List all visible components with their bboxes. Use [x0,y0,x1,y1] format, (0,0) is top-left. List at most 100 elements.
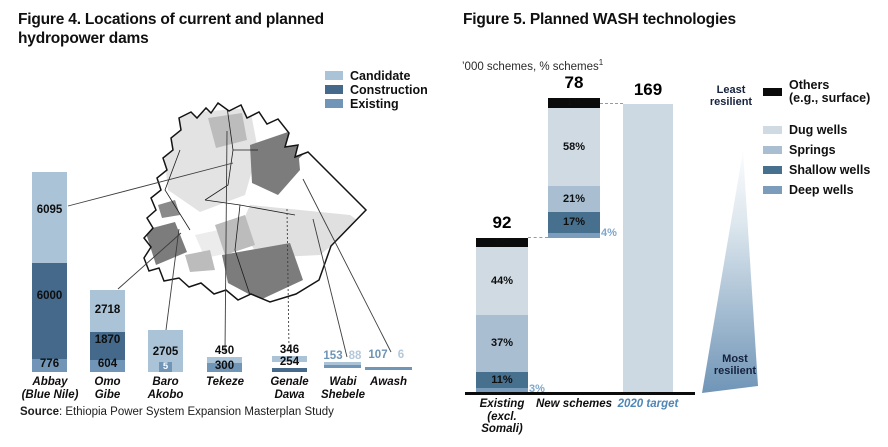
wabi-candidate-value: 88 [348,350,362,362]
target-total: 169 [633,80,663,99]
new-schemes-total: 78 [564,73,584,92]
new-deepwells-segment [548,233,600,238]
candidate-label: Candidate [350,68,411,83]
omo-construction-segment [90,332,125,360]
connector-lines [67,130,392,358]
deepwells-label: Deep wells [789,182,854,197]
omo-axis-label: Omo Gibe [94,376,121,401]
existing-shallowwells-pct: 11% [491,374,513,386]
genale-construction-value: 254 [279,356,300,368]
figure5-subtitle: ’000 schemes, % schemes1 [462,58,604,73]
least-resilient-label: Least resilient [709,84,753,108]
existing-shallowwells-segment [476,372,528,388]
omo-candidate-segment [90,290,125,332]
figure4-title: Figure 4. Locations of current and plann… [18,10,438,48]
ethiopia-basins-map [67,101,392,358]
existing-label: Existing [350,96,399,111]
figure5-legend-others: Others (e.g., surface) [763,79,870,105]
shallowwells-swatch [763,165,782,174]
source-text: : Ethiopia Power System Expansion Master… [59,406,334,418]
genale-candidate-segment [272,356,307,362]
figure5-axis-line [465,392,695,395]
existing-swatch [325,99,343,109]
springs-label: Springs [789,142,836,157]
connector-abbay [67,162,234,207]
connector-awash [302,178,392,353]
figure4-title-line1: Figure 4. Locations of current and plann… [18,11,324,28]
connector-wabi [312,218,348,358]
tekeze-candidate-value: 450 [214,345,235,357]
wabi-existing-value: 153 [323,350,343,362]
tekeze-existing-value: 300 [214,360,235,372]
figure4-source: Source: Ethiopia Power System Expansion … [20,406,334,418]
new-others-segment [548,98,600,108]
target-bar [623,104,673,393]
awash-existing-segment [365,367,412,370]
abbay-construction-segment [32,263,67,359]
new-deepwells-pct: 4% [601,227,617,239]
awash-axis-label: Awash [369,376,408,388]
springs-swatch [763,145,782,154]
country-outline [143,101,368,303]
construction-label: Construction [350,82,428,97]
shallowwells-label: Shallow wells [789,162,871,177]
connector-tekeze [224,130,228,353]
existing-springs-pct: 37% [490,337,514,349]
new-shallowwells-segment [548,212,600,233]
abbay-existing-value: 776 [39,358,60,370]
baro-candidate-value: 2705 [152,346,179,358]
waterfall-connector-low [528,237,548,238]
omo-construction-value: 1870 [94,334,121,346]
others-label: Others (e.g., surface) [789,78,871,105]
baro-axis-label: Baro Akobo [147,376,184,401]
target-axis-label: 2020 target [617,398,679,410]
existing-others-pct: 5% [494,237,510,248]
existing-others-segment [476,238,528,247]
most-resilient-label: Most resilient [713,353,757,377]
new-shallowwells-pct: 17% [562,216,586,228]
source-label: Source [20,406,59,418]
wedge-shape [702,151,758,393]
abbay-candidate-segment [32,172,67,263]
figure5-title: Figure 5. Planned WASH technologies [463,11,736,28]
waterfall-connector-high [600,103,623,104]
existing-total: 92 [492,213,512,232]
genale-axis-label: Genale Dawa [270,376,309,401]
connector-baro [165,228,180,331]
figure4-legend-existing: Existing [325,95,399,113]
dugwells-label: Dug wells [789,122,848,137]
omo-existing-segment [90,360,125,372]
awash-candidate-value: 6 [397,349,405,361]
new-others-pct: 1% [566,97,582,108]
connector-omo [117,232,182,290]
wabi-existing-segment [324,364,361,368]
genale-construction-segment [272,368,307,372]
existing-axis-label: Existing (excl. Somali) [479,398,525,435]
awash-existing-value: 107 [368,349,388,361]
existing-dugwells-segment [476,247,528,315]
baro-existing-value: 5 [162,361,169,372]
tekeze-candidate-segment [207,357,242,363]
figure4-legend-construction: Construction [325,81,428,99]
new-dugwells-segment [548,108,600,186]
figure4-title-line2: hydropower dams [18,30,149,47]
existing-dugwells-pct: 44% [490,275,514,287]
omo-existing-value: 604 [97,358,118,370]
figure5-legend-deepwells: Deep wells [763,181,854,199]
others-swatch [763,88,782,96]
deepwells-swatch [763,185,782,194]
tekeze-axis-label: Tekeze [206,376,244,388]
tekeze-existing-segment [207,363,242,372]
abbay-existing-segment [32,359,67,372]
new-springs-pct: 21% [562,193,586,205]
new-dugwells-pct: 58% [562,141,586,153]
candidate-swatch [325,71,343,81]
abbay-axis-label: Abbay (Blue Nile) [21,376,79,401]
wabi-axis-label: Wabi Shebele [320,376,366,401]
dugwells-swatch [763,125,782,134]
existing-springs-segment [476,315,528,372]
abbay-construction-value: 6000 [36,290,63,302]
figure5-legend-springs: Springs [763,141,836,159]
resilience-wedge [702,151,758,393]
